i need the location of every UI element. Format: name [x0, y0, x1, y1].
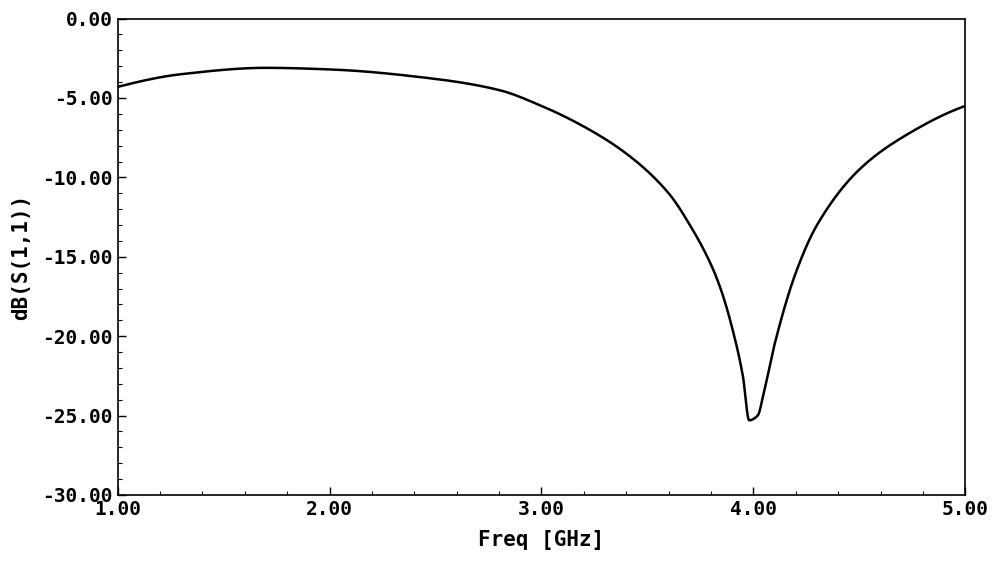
X-axis label: Freq [GHz]: Freq [GHz] [478, 530, 605, 550]
Y-axis label: dB(S(1,1)): dB(S(1,1)) [11, 194, 31, 320]
